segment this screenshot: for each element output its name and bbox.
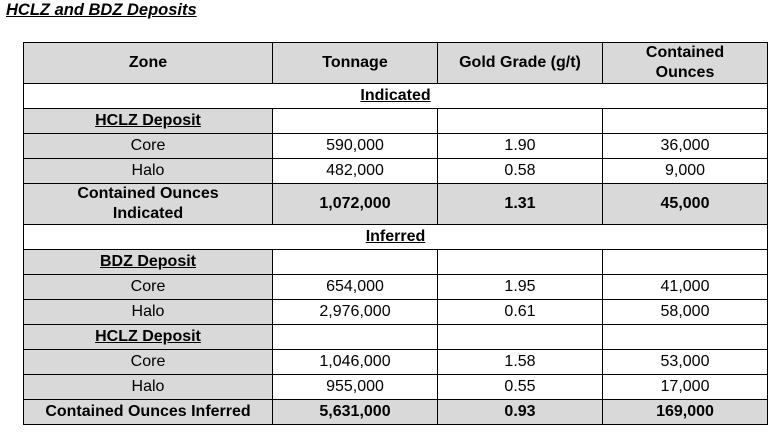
total-label: Contained Ounces Inferred [23,399,273,425]
section-label: Indicated [23,83,768,109]
grade-cell: 1.90 [437,133,603,159]
ounces-cell: 17,000 [602,374,768,400]
zone-cell: Core [23,349,273,375]
tonnage-cell: 590,000 [272,133,438,159]
header-ounces: Contained Ounces [602,42,768,84]
total-ounces: 169,000 [602,399,768,425]
empty-cell [602,324,768,350]
section-row-indicated: Indicated [23,83,768,109]
empty-cell [272,249,438,275]
table-row: Halo 955,000 0.55 17,000 [23,374,768,400]
zone-cell: Halo [23,299,273,325]
total-grade: 1.31 [437,183,603,225]
deposit-label: HCLZ Deposit [23,324,273,350]
deposit-label: BDZ Deposit [23,249,273,275]
grade-cell: 0.58 [437,158,603,184]
total-tonnage: 5,631,000 [272,399,438,425]
table-row: Core 654,000 1.95 41,000 [23,274,768,300]
tonnage-cell: 2,976,000 [272,299,438,325]
total-grade: 0.93 [437,399,603,425]
section-label: Inferred [23,224,768,250]
ounces-cell: 41,000 [602,274,768,300]
section-label-text: Inferred [365,228,426,245]
deposit-row: HCLZ Deposit [23,108,768,134]
zone-cell: Halo [23,158,273,184]
tonnage-cell: 654,000 [272,274,438,300]
tonnage-cell: 482,000 [272,158,438,184]
empty-cell [437,108,603,134]
table-row: Halo 2,976,000 0.61 58,000 [23,299,768,325]
empty-cell [602,108,768,134]
header-tonnage: Tonnage [272,42,438,84]
ounces-cell: 53,000 [602,349,768,375]
page-title: HCLZ and BDZ Deposits [6,1,197,19]
tonnage-cell: 1,046,000 [272,349,438,375]
header-ounces-line1: Contained [645,44,725,61]
grade-cell: 1.95 [437,274,603,300]
empty-cell [437,249,603,275]
table-header-row: Zone Tonnage Gold Grade (g/t) Contained O… [23,42,768,84]
deposit-row: BDZ Deposit [23,249,768,275]
grade-cell: 0.61 [437,299,603,325]
total-label: Contained Ounces Indicated [23,183,273,225]
total-ounces: 45,000 [602,183,768,225]
total-row-inferred: Contained Ounces Inferred 5,631,000 0.93… [23,399,768,425]
total-label-line1: Contained Ounces [77,185,219,202]
section-row-inferred: Inferred [23,224,768,250]
resource-table: Zone Tonnage Gold Grade (g/t) Contained O… [23,42,768,425]
zone-cell: Core [23,274,273,300]
header-grade: Gold Grade (g/t) [437,42,603,84]
header-zone: Zone [23,42,273,84]
deposit-label-text: HCLZ Deposit [95,112,201,129]
total-label-line2: Indicated [112,205,184,222]
deposit-label-text: HCLZ Deposit [95,328,201,345]
grade-cell: 1.58 [437,349,603,375]
grade-cell: 0.55 [437,374,603,400]
table-row: Core 590,000 1.90 36,000 [23,133,768,159]
ounces-cell: 36,000 [602,133,768,159]
section-label-text: Indicated [360,87,431,104]
zone-cell: Core [23,133,273,159]
deposit-row: HCLZ Deposit [23,324,768,350]
header-ounces-line2: Ounces [655,64,715,81]
empty-cell [272,324,438,350]
zone-cell: Halo [23,374,273,400]
table-row: Halo 482,000 0.58 9,000 [23,158,768,184]
deposit-label-text: BDZ Deposit [100,253,196,270]
table-row: Core 1,046,000 1.58 53,000 [23,349,768,375]
total-row-indicated: Contained Ounces Indicated 1,072,000 1.31… [23,183,768,225]
total-tonnage: 1,072,000 [272,183,438,225]
deposit-label: HCLZ Deposit [23,108,273,134]
ounces-cell: 9,000 [602,158,768,184]
empty-cell [272,108,438,134]
ounces-cell: 58,000 [602,299,768,325]
tonnage-cell: 955,000 [272,374,438,400]
empty-cell [437,324,603,350]
empty-cell [602,249,768,275]
